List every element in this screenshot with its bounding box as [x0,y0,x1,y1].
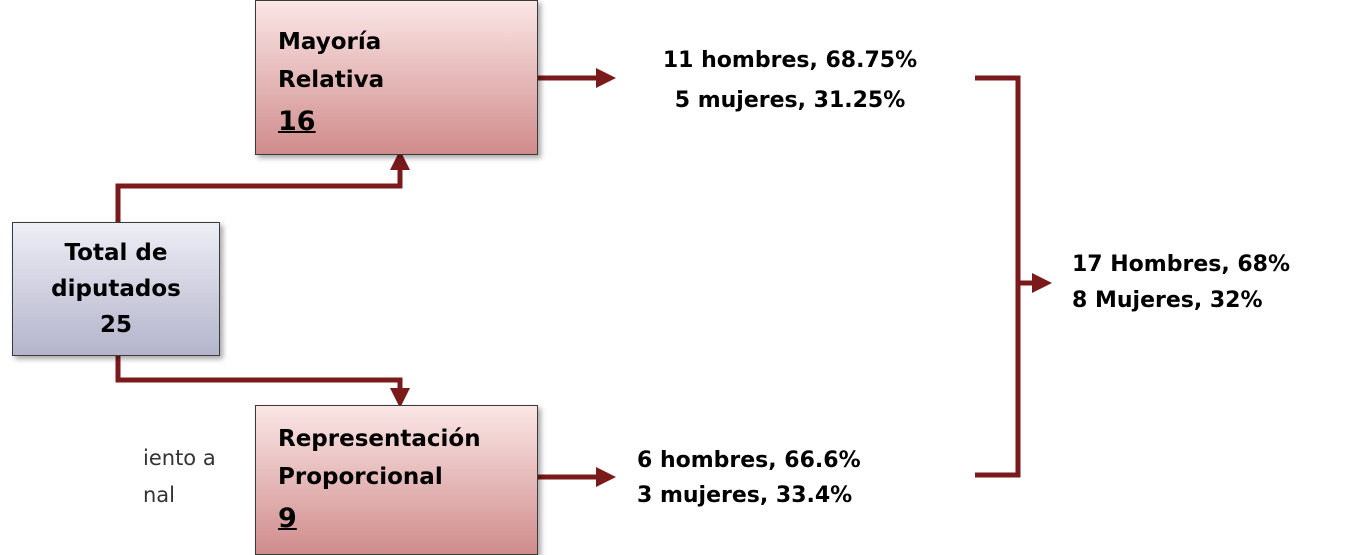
arrow-down [115,356,410,408]
label: Total de [64,240,168,266]
result: 3 mujeres, 33.4% [637,483,853,508]
combined: 8 Mujeres, 32% [1072,288,1263,313]
number: 16 [278,106,316,137]
side-note: iento a [143,446,216,470]
side-note: nal [143,483,176,507]
number: 9 [278,503,297,534]
label: Proporcional [278,464,443,490]
result: 5 mujeres, 31.25% [674,88,906,113]
label: Mayoría [278,29,382,55]
representacion-box: Representación Proporcional 9 [255,405,538,555]
label: Relativa [278,67,385,93]
arrow-up [115,150,410,222]
result: 11 hombres, 68.75% [662,48,918,73]
label: Representación [278,426,481,452]
total-box: Total de diputados 25 [12,222,220,356]
bracket [975,75,1021,478]
label: 25 [99,312,132,338]
label: diputados [51,276,181,302]
result: 6 hombres, 66.6% [637,448,861,473]
combined: 17 Hombres, 68% [1072,252,1291,277]
mayoria-box: Mayoría Relativa 16 [255,0,538,155]
